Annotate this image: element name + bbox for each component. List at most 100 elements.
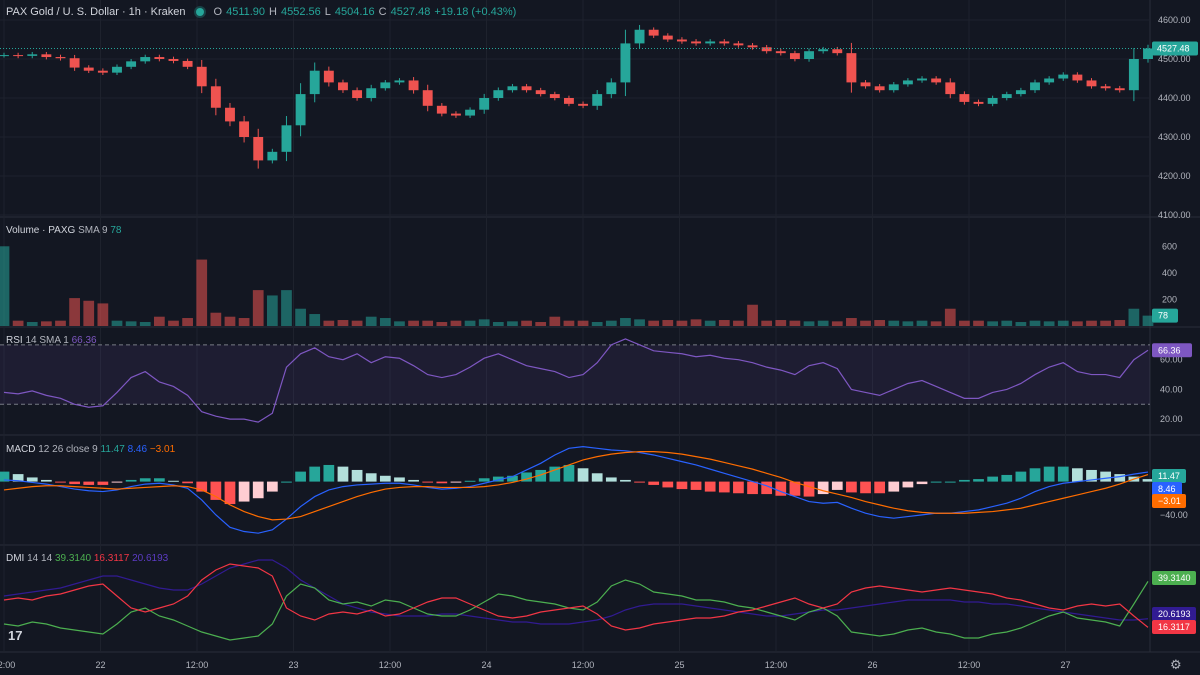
di-plus-line	[3, 579, 1149, 641]
candle-body	[253, 137, 264, 161]
volume-bar	[69, 298, 80, 326]
volume-bar	[789, 320, 801, 326]
candle-body	[549, 94, 560, 98]
macd-hist-bar	[168, 480, 179, 482]
candle-body	[747, 45, 758, 48]
candle-body	[323, 70, 334, 83]
macd-hist-bar	[987, 476, 999, 482]
candle-body	[41, 54, 52, 58]
candle-body	[733, 43, 744, 46]
volume-bar	[196, 259, 208, 326]
volume-bar	[718, 320, 730, 326]
time-tick-label: 12:00	[379, 660, 402, 670]
volume-bar	[125, 321, 137, 326]
dmi-minus-badge-label: 16.3117	[1158, 622, 1190, 632]
dmi-plus-badge-label: 39.3140	[1158, 573, 1191, 583]
candle-body	[97, 70, 108, 73]
macd-hist-bar	[139, 478, 151, 482]
macd-hist-bar	[1100, 471, 1111, 482]
candle-body	[493, 90, 504, 98]
candle-body	[210, 86, 221, 108]
volume-params: SMA 9	[78, 225, 108, 236]
volume-bar	[846, 318, 857, 326]
volume-bar	[817, 320, 829, 326]
time-tick-label: 12:00	[765, 660, 788, 670]
candle-body	[1114, 88, 1125, 91]
volume-legend: Volume · PAXG SMA 9 78	[6, 225, 121, 236]
volume-bar	[478, 319, 490, 326]
macd-hist-bar	[1043, 466, 1055, 482]
candle-body	[479, 98, 490, 110]
candle-body	[112, 66, 122, 73]
volume-bar	[916, 320, 928, 326]
time-tick-label: 22	[95, 660, 105, 670]
candle-body	[592, 94, 603, 106]
candle-body	[1086, 80, 1097, 87]
rsi-params: 14 SMA 1	[25, 335, 69, 346]
volume-bar	[902, 321, 914, 326]
macd-hist-bar	[1029, 468, 1041, 482]
volume-bar	[1142, 315, 1154, 326]
macd-hist-bar	[916, 481, 928, 485]
candle-body	[818, 49, 829, 52]
volume-bar	[1086, 320, 1097, 326]
candle-body	[1100, 86, 1111, 89]
candle-body	[705, 41, 716, 44]
candle-body	[451, 113, 461, 116]
macd-hist-bar	[394, 477, 405, 482]
volume-bar	[139, 322, 151, 326]
candle-body	[987, 98, 998, 104]
candle-body	[620, 43, 631, 83]
candle-body	[154, 57, 165, 59]
dmi-title[interactable]: DMI	[6, 553, 25, 564]
volume-title[interactable]: Volume · PAXG	[6, 225, 76, 236]
candle-body	[182, 60, 193, 67]
candle-body	[874, 86, 885, 91]
candle-body	[775, 51, 786, 54]
rsi-tick-label: 40.00	[1160, 384, 1183, 394]
macd-hist-bar	[379, 475, 391, 482]
macd-hist-bar	[662, 481, 674, 488]
volume-bar	[634, 319, 645, 326]
macd-hist-bar	[577, 468, 589, 482]
macd-title[interactable]: MACD	[6, 444, 36, 455]
volume-tick-label: 600	[1162, 241, 1177, 251]
volume-bar	[690, 319, 702, 326]
gear-icon[interactable]: ⚙	[1170, 657, 1182, 672]
macd-hist-bar	[55, 481, 66, 483]
macd-hist-bar	[436, 481, 448, 484]
candle-body	[1030, 82, 1040, 91]
candle-body	[295, 94, 306, 126]
volume-bar	[323, 320, 335, 326]
price-tick-label: 4500.00	[1158, 54, 1191, 64]
volume-bar	[111, 320, 123, 326]
time-tick-label: 12:00	[186, 660, 209, 670]
macd-badge-label: 11.47	[1158, 471, 1180, 481]
rsi-band	[0, 344, 1150, 405]
volume-bar	[281, 290, 292, 326]
volume-bar	[930, 321, 942, 326]
symbol-title[interactable]: PAX Gold / U. S. Dollar · 1h · Kraken	[6, 6, 186, 18]
candle-body	[563, 98, 574, 104]
macd-hist-bar	[860, 481, 871, 494]
volume-bar	[394, 321, 405, 326]
last-price-badge	[1152, 41, 1198, 56]
rsi-title[interactable]: RSI	[6, 335, 23, 346]
macd-line	[3, 446, 1149, 534]
candle-body	[648, 29, 659, 36]
volume-bar	[12, 320, 24, 326]
macd-hist-bar	[944, 481, 956, 483]
volume-bar	[1015, 322, 1027, 326]
macd-hist-bar	[1142, 479, 1154, 482]
macd-hist-bar	[408, 479, 419, 482]
volume-bar	[605, 320, 617, 326]
macd-hist-bar	[1001, 474, 1013, 482]
volume-bar	[41, 321, 52, 326]
candle-body	[422, 90, 433, 106]
macd-hist-bar	[775, 481, 787, 496]
volume-bars	[0, 246, 1154, 326]
macd-hist-bar	[1015, 471, 1027, 482]
volume-bar	[365, 316, 377, 326]
tradingview-logo-icon[interactable]: 17	[8, 628, 23, 643]
